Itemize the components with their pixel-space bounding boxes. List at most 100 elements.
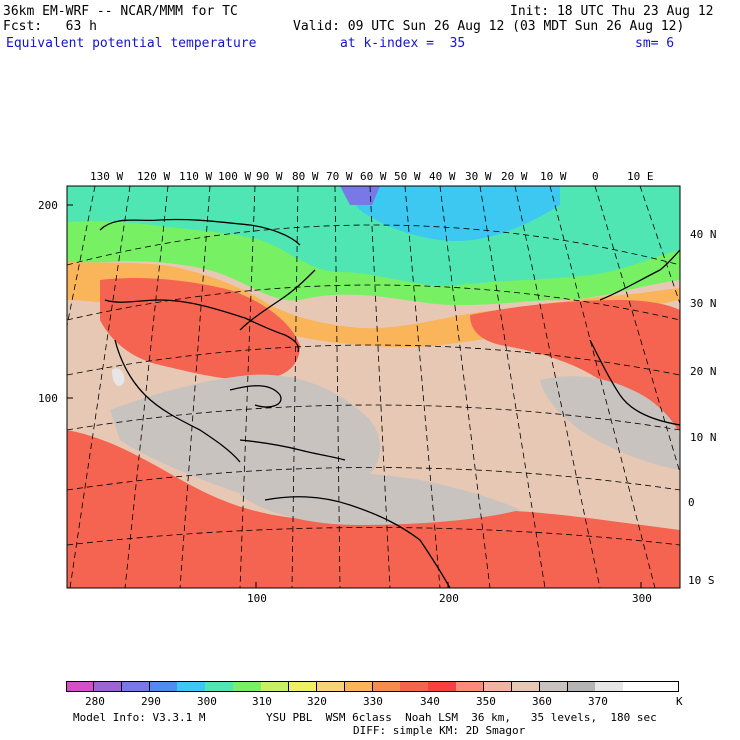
lat-label-0: 0 [688,496,695,509]
baja-white-zone [112,368,125,386]
lon-label-70w: 70 W [326,170,353,183]
lon-label-100w: 100 W [218,170,252,183]
graticule [67,186,680,588]
map-field [67,186,680,588]
colorbar-cell [177,681,206,692]
colorbar-cell [233,681,262,692]
coastlines [99,218,680,588]
lon-label-10e: 10 E [627,170,654,183]
colorbar-cell [344,681,373,692]
lon-50w [404,186,441,588]
colorbar-label-370: 370 [588,695,608,708]
colorbar-cell [66,681,95,692]
grid-y-label-200: 200 [38,199,58,212]
colorbar-label-340: 340 [420,695,440,708]
lon-80w [291,186,299,588]
colorbar-label-300: 300 [197,695,217,708]
colorbar-cell [539,681,569,692]
colorbar-cell [483,681,513,692]
south-hot-zone [67,430,680,588]
south-america-coast [264,496,451,588]
colorbar-label-350: 350 [476,695,496,708]
lon-label-130w: 130 W [90,170,124,183]
south-america-high-zone [240,472,520,525]
lon-30w [479,186,546,588]
lon-70w [334,186,341,588]
lon-label-80w: 80 W [292,170,319,183]
lon-120w [69,186,131,588]
map-frame [66,185,681,589]
us-border-outline [104,299,300,353]
colorbar-cell [93,681,123,692]
lon-label-110w: 110 W [179,170,213,183]
colorbar-label-320: 320 [307,695,327,708]
grid-x-label-200: 200 [439,592,459,605]
lon-label-120w: 120 W [137,170,171,183]
colorbar-cell [511,681,541,692]
smoothing-value: sm= 6 [635,36,675,51]
colorbar-cell [288,681,318,692]
lon-40w [439,186,491,588]
colorbar-cell [456,681,485,692]
europe-coast [599,249,680,301]
colorbar-cell [428,681,457,692]
lat-40n [67,224,680,266]
lon-label-60w: 60 W [360,170,387,183]
grid-y-label-100: 100 [38,392,58,405]
cold-pool [340,186,560,241]
lon-20w [514,186,601,588]
lon-label-10w: 10 W [540,170,567,183]
lon-label-40w: 40 W [429,170,456,183]
colorbar-label-360: 360 [532,695,552,708]
lon-label-50w: 50 W [394,170,421,183]
colorbar-cell [205,681,234,692]
colorbar-cell [623,681,652,692]
forecast-hour: Fcst: 63 h [3,19,97,34]
lat-label-10s: 10 S [688,574,715,587]
colorbar-cell [149,681,178,692]
valid-time: Valid: 09 UTC Sun 26 Aug 12 (03 MDT Sun … [293,19,685,34]
lon-60w [369,186,391,588]
lon-10e [639,186,680,305]
mexico-coast [114,339,241,463]
lon-100w [179,186,211,588]
lon-110w [124,186,169,588]
colorbar-cell [261,681,290,692]
lat-label-40n: 40 N [690,228,717,241]
diffusion-info: DIFF: simple KM: 2D Smagor [353,724,526,737]
colorbar-label-310: 310 [252,695,272,708]
cuba-outline [239,439,346,461]
colorbar-cell [316,681,346,692]
colorbar-cell [121,681,151,692]
lon-label-30w: 30 W [465,170,492,183]
lon-label-0: 0 [592,170,599,183]
africa-coast [589,339,680,426]
lat-label-20n: 20 N [690,365,717,378]
grid-x-label-100: 100 [247,592,267,605]
lon-label-90w: 90 W [256,170,283,183]
caribbean-high-zone [110,374,380,501]
level-index: at k-index = 35 [340,36,466,51]
model-title: 36km EM-WRF -- NCAR/MMM for TC [3,4,238,19]
lon-0 [594,186,680,474]
colorbar-unit: K [676,695,683,708]
colorbar-cell [567,681,596,692]
west-africa-high-zone [540,376,680,470]
colorbar-cell [372,681,401,692]
colorbar-cell [595,681,624,692]
canada-outline [99,218,301,246]
colorbar-label-280: 280 [85,695,105,708]
colorbar-label-290: 290 [141,695,161,708]
lon-130w [67,186,96,328]
axis-ticks [67,204,642,588]
lon-90w [239,186,256,588]
cool-band-east [560,186,680,218]
grid-x-label-300: 300 [632,592,652,605]
model-info: Model Info: V3.3.1 M [73,711,206,724]
lat-30n [67,284,680,321]
lat-label-10n: 10 N [690,431,717,444]
colorbar-frame [66,681,679,692]
init-time: Init: 18 UTC Thu 23 Aug 12 [510,4,714,19]
